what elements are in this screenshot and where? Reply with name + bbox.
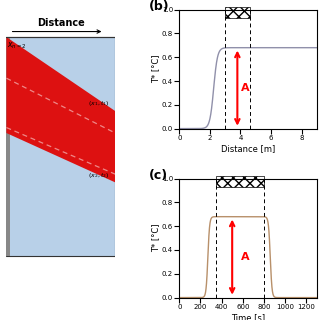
Bar [216,176,264,187]
Y-axis label: T* [°C]: T* [°C] [151,55,160,83]
Bar [6,37,10,256]
X-axis label: Time [s]: Time [s] [231,313,265,320]
Text: (c): (c) [149,169,168,182]
Text: $(x_1, t_1)$: $(x_1, t_1)$ [88,99,110,108]
Text: A: A [241,83,250,93]
Text: Distance: Distance [37,18,85,28]
Text: A: A [241,252,249,262]
Y-axis label: T* [°C]: T* [°C] [151,224,160,252]
Bar [6,37,115,256]
Text: (b): (b) [149,0,170,13]
X-axis label: Distance [m]: Distance [m] [221,144,275,153]
Bar [225,7,250,18]
Polygon shape [6,37,115,182]
Text: $x_{n=2}$: $x_{n=2}$ [7,40,27,51]
Text: $(x_2, t_2)$: $(x_2, t_2)$ [88,171,110,180]
